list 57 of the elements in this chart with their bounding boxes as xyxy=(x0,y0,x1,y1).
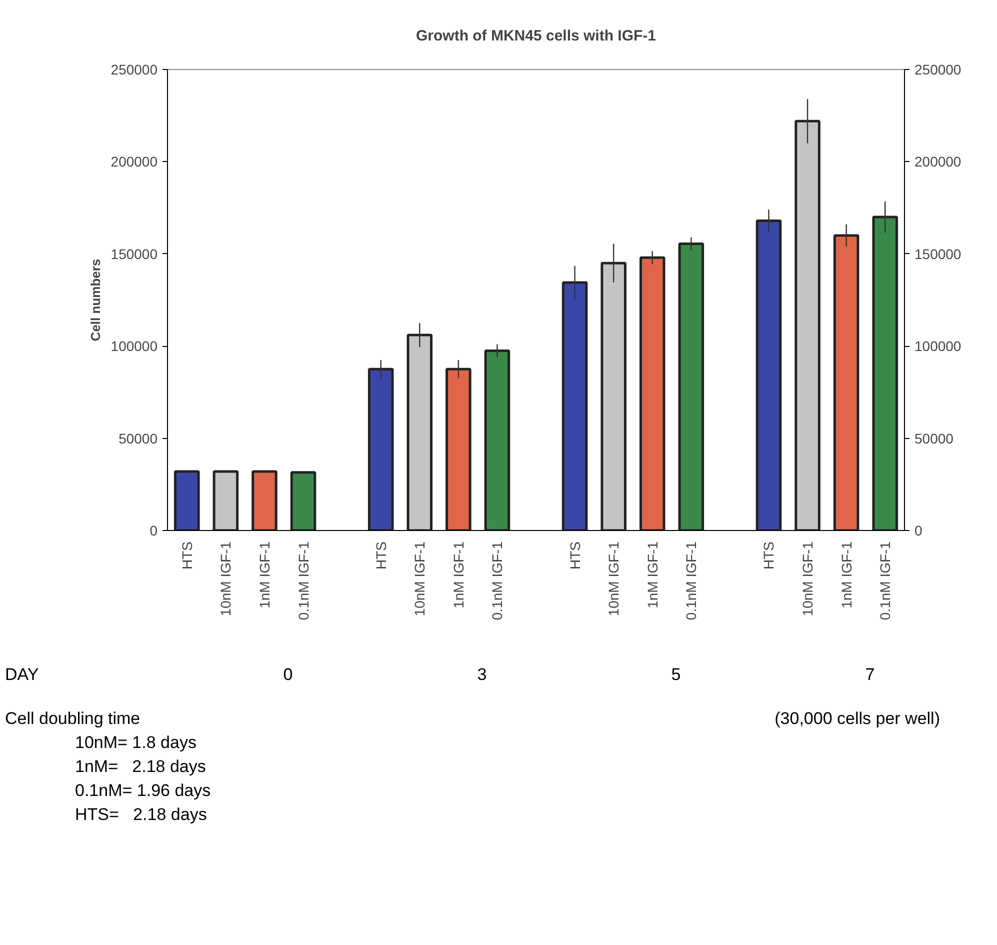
bar xyxy=(368,368,394,530)
text: 5 xyxy=(671,664,681,686)
x-tick-label: 1nM IGF-1 xyxy=(838,541,854,608)
bar xyxy=(600,262,626,530)
text: 7 xyxy=(865,664,875,686)
bar xyxy=(794,120,820,530)
chart-title: Growth of MKN45 cells with IGF-1 xyxy=(416,28,656,44)
text: Cell doubling time xyxy=(5,708,140,730)
x-tick-label: 1nM IGF-1 xyxy=(450,541,466,608)
x-tick-label: 0.1nM IGF-1 xyxy=(489,541,506,620)
x-tick-label: 10nM IGF-1 xyxy=(800,541,816,616)
y-tick-label: 200000 xyxy=(110,154,158,170)
bar xyxy=(872,216,898,530)
text: 3 xyxy=(477,664,487,686)
bar xyxy=(756,219,782,530)
bar xyxy=(174,470,200,530)
y2-tick-label: 100000 xyxy=(914,338,962,354)
bar xyxy=(639,256,666,530)
text: 0 xyxy=(283,664,293,686)
x-tick-label: HTS xyxy=(566,542,583,570)
text: (30,000 cells per well) xyxy=(774,708,940,730)
x-tick-label: 10nM IGF-1 xyxy=(412,541,428,616)
y2-tick-label: 200000 xyxy=(914,154,962,170)
bar xyxy=(212,470,239,530)
x-tick-label: HTS xyxy=(372,542,389,570)
text: DAY xyxy=(5,664,39,686)
bar xyxy=(484,349,510,530)
y-tick-label: 50000 xyxy=(118,430,158,446)
x-tick-label: 10nM IGF-1 xyxy=(606,541,622,616)
bar xyxy=(833,234,860,530)
text: HTS= 2.18 days xyxy=(74,804,208,826)
bar xyxy=(446,368,472,530)
y2-tick-label: 150000 xyxy=(914,246,962,262)
bar xyxy=(406,334,433,530)
bar xyxy=(252,470,278,530)
bar xyxy=(290,471,316,530)
y-tick-label: 100000 xyxy=(110,338,158,354)
x-tick-label: 0.1nM IGF-1 xyxy=(683,541,700,620)
x-tick-label: HTS xyxy=(178,542,195,570)
x-tick-label: 0.1nM IGF-1 xyxy=(877,541,894,620)
y2-tick-label: 250000 xyxy=(914,62,962,78)
y2-tick-label: 50000 xyxy=(914,430,954,446)
x-tick-label: 0.1nM IGF-1 xyxy=(295,541,312,620)
y-tick-label: 250000 xyxy=(110,62,158,78)
x-tick-label: 10nM IGF-1 xyxy=(218,541,234,616)
bar xyxy=(562,281,588,530)
x-tick-label: HTS xyxy=(760,542,777,570)
y-tick-label: 150000 xyxy=(110,246,158,262)
text: 0.1nM= 1.96 days xyxy=(74,780,212,802)
y-tick-label: 0 xyxy=(150,522,158,538)
text: 10nM= 1.8 days xyxy=(74,732,198,754)
y2-tick-label: 0 xyxy=(914,522,922,538)
x-tick-label: 1nM IGF-1 xyxy=(644,541,660,608)
y-axis-title: Cell numbers xyxy=(88,258,103,342)
text: 1nM= 2.18 days xyxy=(74,756,207,778)
x-tick-label: 1nM IGF-1 xyxy=(256,541,272,608)
bar xyxy=(678,242,704,530)
